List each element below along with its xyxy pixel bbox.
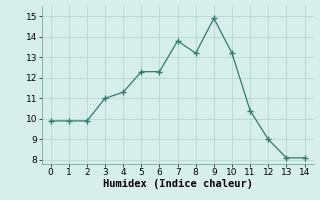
X-axis label: Humidex (Indice chaleur): Humidex (Indice chaleur) xyxy=(103,179,252,189)
